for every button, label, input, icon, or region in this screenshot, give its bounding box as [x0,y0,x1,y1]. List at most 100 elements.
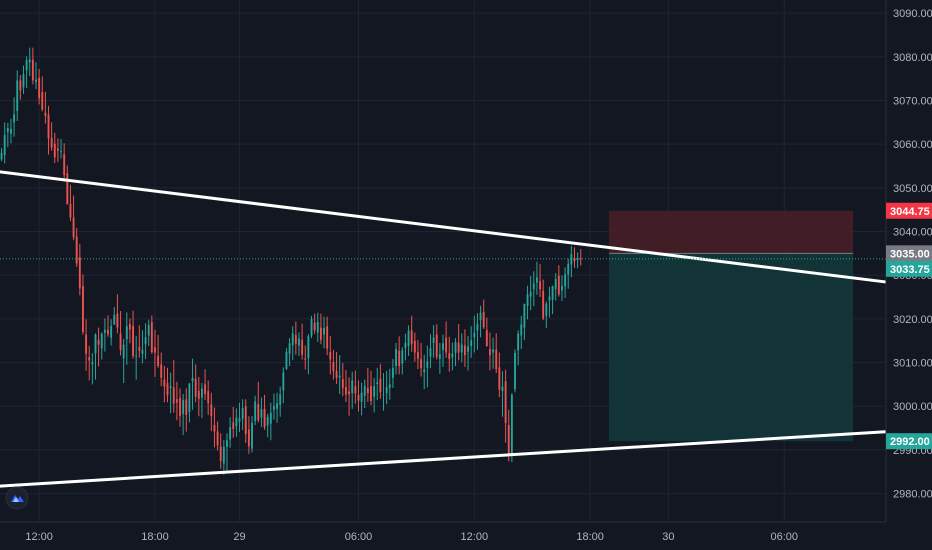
candle-body [6,127,9,132]
candle-body [179,397,181,416]
candle-body [216,431,219,446]
candle-body [160,364,163,378]
time-axis[interactable]: 12:00 18:00 29 06:00 12:00 18:00 30 06:00 [0,521,932,550]
candle-body [498,367,501,390]
candle-body [157,356,160,367]
x-tick-label: 29 [233,531,245,543]
candle-body [72,217,75,238]
candle-body [204,384,207,395]
candle-body [138,346,141,351]
entry-price-badge [886,245,932,262]
candle-body [398,350,401,367]
candle-body [244,406,247,435]
y-tick-label: 3060.00 [893,139,932,151]
candle-body [94,334,97,354]
candle-body [116,313,119,328]
candle-body [510,394,513,456]
candle-body [385,387,388,394]
stop-loss-zone [608,210,854,254]
candle-body [238,418,241,422]
candle-body [301,339,304,355]
candle-body [266,416,269,426]
candle-body [10,128,12,134]
candle-body [535,277,538,283]
candle-body [520,324,523,336]
candle-body [235,417,238,427]
candle-body [492,349,495,353]
candle-body [163,379,166,387]
candle-body [567,263,570,275]
candle-body [388,384,391,388]
candle-body [28,59,31,63]
candle-body [357,394,360,401]
candle-body [373,386,376,397]
time-axis-background [0,522,932,550]
candle-body [307,336,310,359]
candle-body [523,304,526,328]
last-price-badge [886,260,932,277]
candle-body [291,333,294,346]
candle-body [460,344,463,353]
candle-body [426,361,429,368]
candle-body [526,294,529,306]
candle-body [363,386,366,396]
candle-body [413,340,416,353]
target-price-badge [886,433,932,450]
y-tick-label: 2980.00 [893,489,932,501]
candle-body [319,327,322,340]
candle-body [348,391,351,395]
candle-body [110,325,113,338]
candle-body [53,143,56,158]
trendline-upper[interactable] [0,170,890,284]
candle-body [113,314,116,325]
candle-body [279,394,282,405]
candle-body [473,332,476,338]
candle-body [125,326,128,340]
candle-body [31,59,34,81]
candle-body [423,369,426,373]
candle-body [573,258,576,262]
candle-body [44,112,47,116]
x-tick-label: 12:00 [25,531,53,543]
y-tick-label: 3010.00 [893,358,932,370]
candle-body [254,401,257,422]
candle-body [88,357,91,361]
candle-body [395,349,397,367]
candle-body [200,388,203,398]
trendlines[interactable] [0,170,890,488]
stop-price-badge [886,202,932,219]
candle-body [169,386,172,388]
candle-body [432,337,435,343]
candle-body [263,408,266,428]
trendline-lower[interactable] [0,430,890,488]
candle-body [545,303,548,316]
candle-body [41,92,44,110]
candle-body [66,173,69,205]
y-tick-label: 3090.00 [893,8,932,20]
candle-body [154,347,156,353]
candle-body [219,446,222,461]
candle-body [554,279,557,290]
candle-body [570,254,573,265]
candle-body [404,342,407,349]
candle-body [548,296,551,301]
candles [0,47,582,475]
candle-body [276,403,279,409]
candle-body [150,321,153,353]
candle-body [3,134,6,156]
candle-body [391,367,394,378]
candle-body [128,324,131,330]
candle-body [457,342,460,353]
candle-body [451,353,454,358]
candle-body [182,400,185,415]
stop-price-badge-text: 3044.75 [890,206,930,218]
candle-body [438,354,441,360]
candle-body [507,425,510,455]
candle-body [470,340,473,346]
candle-body [489,349,491,356]
candle-body [463,345,466,356]
tradingview-logo-icon[interactable] [5,486,29,510]
candle-body [119,333,122,350]
candle-body [379,378,382,393]
